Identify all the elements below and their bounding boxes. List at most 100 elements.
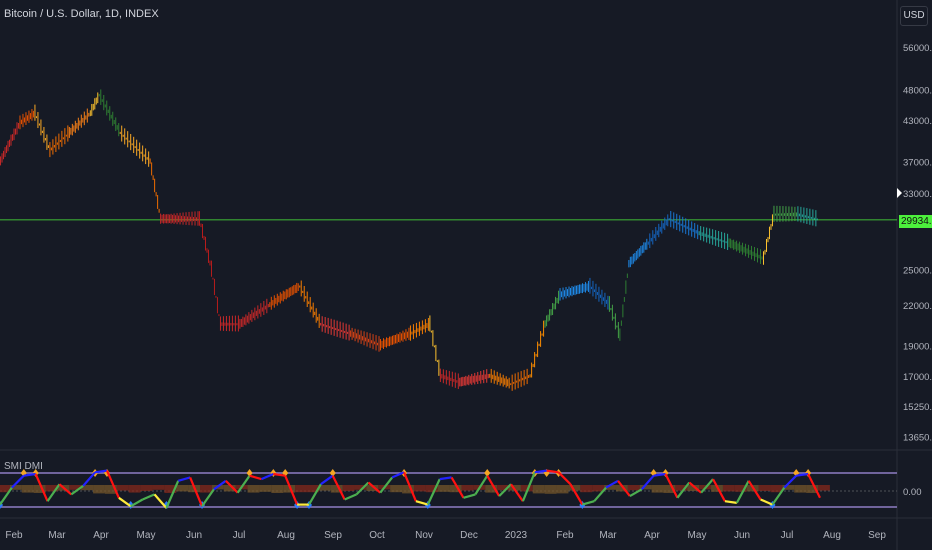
smi-line-segment <box>213 479 227 491</box>
smi-line-segment <box>249 474 262 481</box>
histogram-bar <box>782 485 795 490</box>
histogram-bar <box>413 485 426 492</box>
smi-line-segment <box>439 476 452 481</box>
histogram-bar <box>69 485 82 490</box>
histogram-bar <box>354 485 367 490</box>
smi-line-segment <box>201 488 215 507</box>
smi-line-segment <box>653 472 666 477</box>
histogram-bar <box>818 485 830 491</box>
histogram-bar <box>758 485 771 491</box>
smi-line-segment <box>760 498 773 506</box>
smi-line-segment <box>367 481 382 494</box>
x-tick-label: Nov <box>415 530 433 541</box>
signal-diamond-top <box>484 469 491 477</box>
smi-line-segment <box>796 472 809 477</box>
histogram-bar <box>164 485 177 493</box>
smi-line-segment <box>320 474 334 486</box>
smi-line-segment <box>463 493 476 499</box>
smi-line-segment <box>142 493 155 501</box>
y-tick-label: 37000.00 <box>903 157 932 168</box>
histogram-bar <box>806 485 818 493</box>
histogram-bar <box>675 485 688 491</box>
smi-line-segment <box>355 481 370 496</box>
smi-line-segment <box>569 483 584 506</box>
histogram-bar <box>81 485 94 491</box>
histogram-bar <box>651 485 664 493</box>
smi-line-segment <box>688 481 702 494</box>
histogram-bar <box>461 485 474 491</box>
x-tick-label: Feb <box>556 530 574 541</box>
histogram-bar <box>223 485 236 492</box>
histogram-bar <box>116 485 129 491</box>
indicator-label[interactable]: SMI DMI <box>4 461 43 472</box>
smi-line-segment <box>118 496 132 508</box>
histogram-bar <box>663 485 676 493</box>
histogram-bar <box>271 485 284 493</box>
smi-line-segment <box>165 480 180 509</box>
smi-line-segment <box>177 476 191 482</box>
histogram-bar <box>200 485 212 493</box>
histogram-bar <box>140 485 153 491</box>
x-tick-label: Feb <box>5 530 23 541</box>
x-tick-label: Sep <box>868 530 886 541</box>
x-tick-label: Mar <box>48 530 66 541</box>
smi-line-segment <box>700 478 714 494</box>
histogram-bar <box>580 485 593 493</box>
histogram-bar <box>604 485 616 490</box>
price-marker-icon <box>897 187 902 198</box>
smi-line-segment <box>807 473 821 499</box>
histogram-bar <box>639 485 652 490</box>
smi-line-segment <box>23 472 36 477</box>
smi-line-segment <box>105 470 120 499</box>
smi-line-segment <box>664 473 679 499</box>
smi-line-segment <box>747 480 762 501</box>
histogram-bar <box>627 485 640 491</box>
currency-button[interactable]: USD <box>900 6 928 26</box>
histogram-bar <box>93 485 105 494</box>
smi-line-segment <box>189 476 204 507</box>
smi-line-segment <box>379 476 394 494</box>
last-price-label: 29934.92 <box>899 215 932 228</box>
smi-line-segment <box>593 486 607 502</box>
signal-diamond-top <box>329 469 336 477</box>
smi-line-segment <box>308 483 322 506</box>
histogram-bar <box>425 485 438 493</box>
smi-line-segment <box>261 472 274 481</box>
smi-line-segment <box>450 476 465 499</box>
histogram-bar <box>283 485 296 493</box>
histogram-bar <box>366 485 379 491</box>
smi-line-segment <box>486 475 501 497</box>
indicator-zero-label: 0.00 <box>903 487 922 498</box>
x-tick-label: Jun <box>734 530 750 541</box>
smi-line-segment <box>415 500 429 506</box>
histogram-bar <box>402 485 414 494</box>
smi-line-segment <box>82 471 96 487</box>
histogram-bar <box>568 485 581 491</box>
smi-line-segment <box>58 483 73 496</box>
histogram-bar <box>509 485 521 491</box>
x-tick-label: Jul <box>233 530 246 541</box>
smi-line-segment <box>94 469 108 474</box>
smi-line-segment <box>153 493 168 509</box>
histogram-bar <box>45 485 58 492</box>
histogram-bar <box>128 485 141 493</box>
histogram-bar <box>770 485 783 493</box>
histogram-bar <box>390 485 403 493</box>
smi-line-segment <box>605 479 619 489</box>
histogram-bar <box>247 485 260 493</box>
histogram-bar <box>497 485 510 491</box>
smi-line-segment <box>70 485 84 496</box>
smi-line-segment <box>236 475 251 494</box>
histogram-bar <box>176 485 189 492</box>
histogram-bar <box>9 485 22 490</box>
smi-line-segment <box>130 498 144 508</box>
smi-line-segment <box>344 493 357 501</box>
symbol-title[interactable]: Bitcoin / U.S. Dollar, 1D, INDEX <box>4 8 159 20</box>
smi-line-segment <box>510 483 524 502</box>
smi-line-segment <box>11 474 25 489</box>
y-tick-label: 13650.00 <box>903 433 932 444</box>
smi-line-segment <box>629 488 643 498</box>
x-tick-label: Sep <box>324 530 342 541</box>
smi-line-segment <box>582 500 595 506</box>
